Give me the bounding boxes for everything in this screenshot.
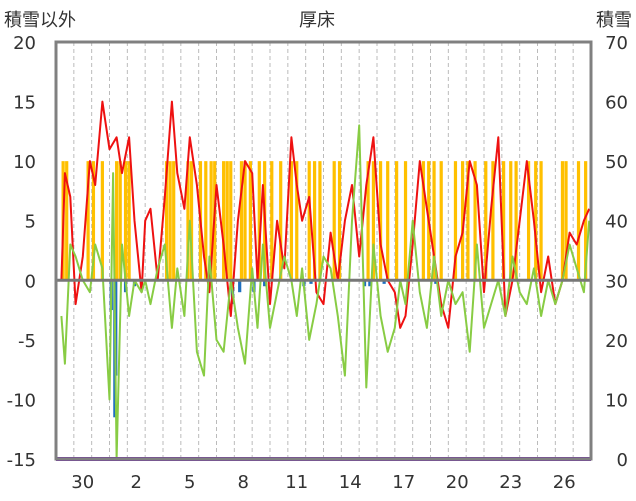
y-left-tick-label: 10 bbox=[13, 152, 36, 173]
grid bbox=[73, 42, 574, 459]
bar bbox=[432, 161, 436, 281]
bar bbox=[222, 161, 226, 281]
bar bbox=[115, 161, 119, 281]
bar bbox=[395, 161, 399, 281]
bar bbox=[386, 161, 390, 281]
x-tick-label: 5 bbox=[184, 472, 195, 493]
bar bbox=[362, 280, 367, 287]
bar bbox=[239, 161, 244, 281]
bar bbox=[270, 161, 274, 281]
y-right-tick-label: 0 bbox=[617, 450, 628, 471]
bar bbox=[366, 161, 370, 281]
bar bbox=[484, 161, 488, 281]
bar bbox=[378, 161, 383, 281]
bar bbox=[257, 161, 261, 281]
bar bbox=[368, 280, 372, 287]
bar bbox=[309, 280, 313, 284]
bar bbox=[65, 161, 69, 281]
y-right-tick-label: 70 bbox=[605, 33, 628, 54]
x-tick-label: 20 bbox=[446, 472, 469, 493]
bar bbox=[164, 161, 169, 281]
bar bbox=[434, 280, 438, 284]
y-right-tick-label: 30 bbox=[605, 271, 628, 292]
bar bbox=[295, 161, 299, 281]
series-line bbox=[60, 124, 591, 460]
bar bbox=[100, 161, 104, 281]
bar bbox=[279, 161, 283, 281]
left-axis-title: 積雪以外 bbox=[4, 10, 76, 31]
tick-labels: -15 -10 -5 0 5 10 15 20 0 10 20 30 40 50 60 70 30 2 5 8 11 14… bbox=[7, 33, 628, 493]
bar bbox=[172, 161, 176, 281]
bar bbox=[403, 161, 408, 281]
bar bbox=[502, 161, 506, 281]
x-tick-label: 2 bbox=[131, 472, 142, 493]
y-right-tick-label: 60 bbox=[605, 93, 628, 114]
y-left-tick-label: -15 bbox=[7, 450, 36, 471]
bar bbox=[539, 161, 543, 281]
bar bbox=[421, 161, 425, 281]
bar bbox=[466, 161, 470, 281]
bar bbox=[584, 161, 588, 281]
bar bbox=[460, 161, 465, 281]
plot-frame bbox=[54, 40, 593, 461]
bar bbox=[91, 161, 96, 281]
y-left-tick-label: 15 bbox=[13, 93, 36, 114]
bar bbox=[514, 161, 518, 281]
bar bbox=[576, 161, 581, 281]
x-tick-label: 8 bbox=[238, 472, 249, 493]
x-tick-label: 14 bbox=[339, 472, 362, 493]
bar bbox=[371, 161, 376, 281]
y-left-tick-label: -10 bbox=[7, 390, 36, 411]
y-right-tick-label: 50 bbox=[605, 152, 628, 173]
y-left-tick-label: 20 bbox=[13, 33, 36, 54]
bar bbox=[453, 161, 458, 281]
axes bbox=[54, 40, 593, 461]
bar bbox=[509, 161, 513, 281]
bar bbox=[225, 161, 229, 281]
bar bbox=[86, 161, 90, 281]
bar bbox=[439, 161, 443, 281]
y-right-tick-label: 40 bbox=[605, 212, 628, 233]
bar bbox=[229, 161, 233, 281]
x-tick-label: 30 bbox=[71, 472, 94, 493]
chart-title: 厚床 bbox=[299, 10, 335, 31]
bar bbox=[263, 280, 267, 287]
bar bbox=[560, 161, 565, 281]
bar bbox=[238, 280, 242, 293]
x-tick-label: 11 bbox=[285, 472, 308, 493]
bar bbox=[382, 280, 386, 284]
bar bbox=[168, 161, 172, 281]
bar bbox=[332, 161, 336, 281]
bar bbox=[564, 161, 568, 281]
bar bbox=[204, 161, 208, 281]
bar bbox=[526, 161, 531, 281]
right-axis-title: 積雪 bbox=[596, 10, 632, 31]
x-tick-label: 17 bbox=[392, 472, 415, 493]
bar bbox=[534, 161, 538, 281]
x-tick-label: 26 bbox=[553, 472, 576, 493]
bar bbox=[127, 161, 131, 281]
bar bbox=[312, 161, 317, 281]
bar bbox=[118, 161, 122, 281]
bar bbox=[318, 161, 322, 281]
y-right-tick-label: 20 bbox=[605, 331, 628, 352]
bar bbox=[491, 161, 495, 281]
bar bbox=[123, 161, 128, 281]
bar bbox=[289, 161, 294, 281]
bar bbox=[473, 161, 477, 281]
bar bbox=[337, 161, 342, 281]
bar bbox=[209, 161, 213, 281]
y-left-tick-label: -5 bbox=[18, 331, 36, 352]
bar bbox=[189, 161, 194, 281]
bar bbox=[243, 161, 247, 281]
bar bbox=[248, 161, 252, 281]
y-left-tick-label: 0 bbox=[25, 271, 36, 292]
bar bbox=[186, 161, 190, 281]
y-right-tick-label: 10 bbox=[605, 390, 628, 411]
bar bbox=[307, 161, 311, 281]
y-left-tick-label: 5 bbox=[25, 212, 36, 233]
x-tick-label: 23 bbox=[499, 472, 522, 493]
